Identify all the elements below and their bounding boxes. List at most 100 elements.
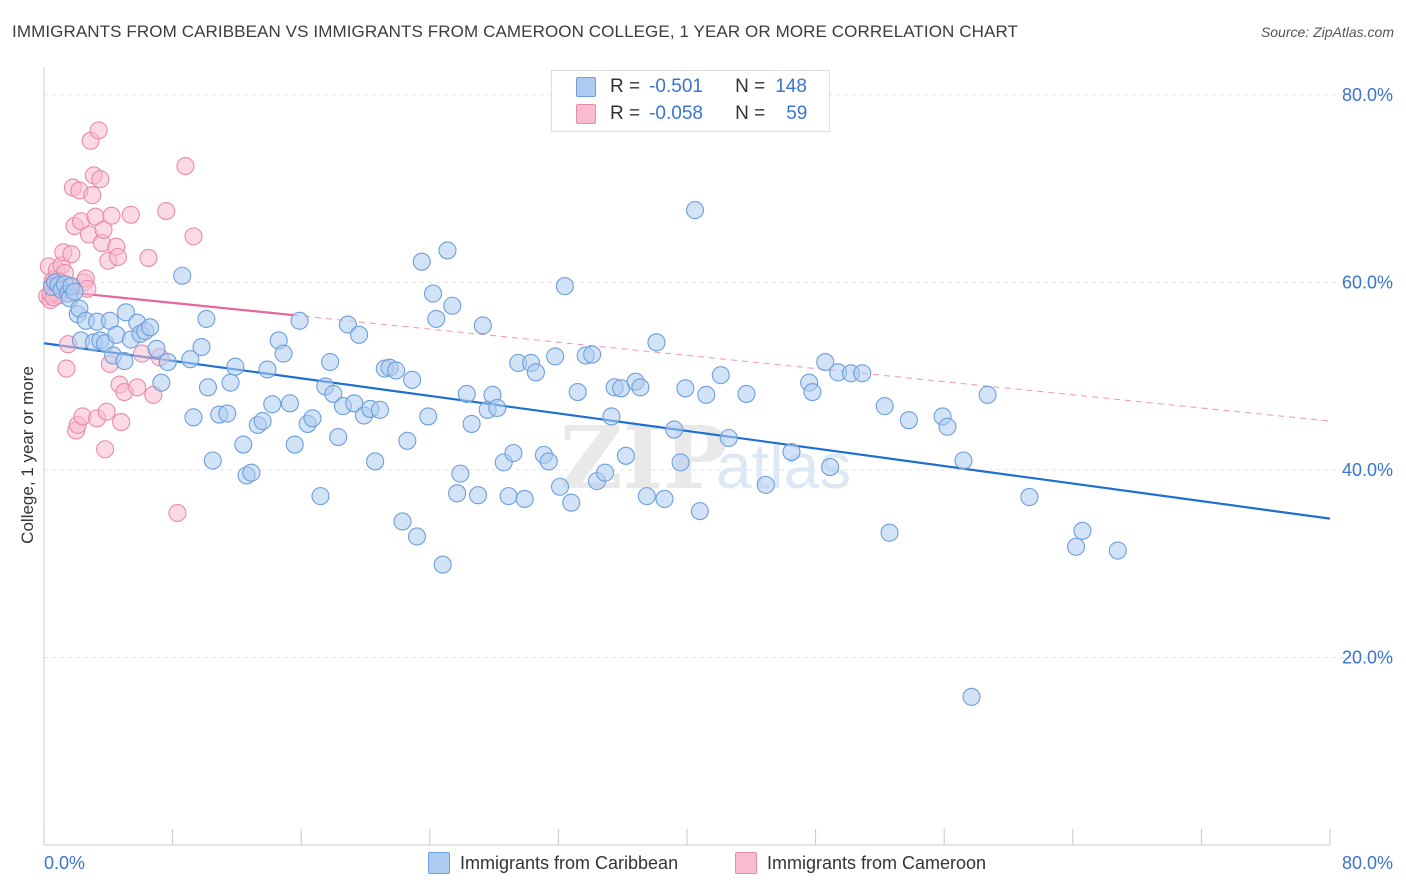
caribbean-point <box>141 318 160 337</box>
caribbean-point <box>697 385 716 404</box>
caribbean-point <box>756 475 775 494</box>
caribbean-point <box>568 382 587 402</box>
caribbean-point <box>203 451 222 470</box>
caribbean-point <box>954 451 973 470</box>
cameroon-legend-label: Immigrants from Cameroon <box>767 852 987 873</box>
cameroon-point <box>62 245 81 264</box>
caribbean-point <box>880 523 899 542</box>
cameroon-point <box>176 156 195 176</box>
legend-item-caribbean[interactable]: Immigrants from Caribbean <box>428 852 678 874</box>
caribbean-point <box>115 352 134 371</box>
r-label: R = <box>610 76 641 97</box>
caribbean-point <box>253 412 272 431</box>
cameroon-point <box>108 247 127 267</box>
cameroon-trend-extension <box>293 314 1331 422</box>
caribbean-point <box>398 431 417 450</box>
cameroon-point <box>157 201 176 221</box>
caribbean-point <box>234 435 253 454</box>
r-value-cameroon: -0.058 <box>649 103 703 124</box>
caribbean-point <box>595 463 615 482</box>
caribbean-point <box>366 452 385 471</box>
caribbean-point <box>350 325 369 344</box>
caribbean-point <box>184 408 203 427</box>
caribbean-point <box>147 339 166 358</box>
correlation-legend: R = -0.501 N = 148 R = -0.058 N = 59 <box>551 70 830 132</box>
caribbean-point <box>345 394 364 413</box>
cameroon-points <box>38 121 203 523</box>
cameroon-point <box>57 359 76 378</box>
x-tick-label-max: 80.0% <box>1342 853 1393 873</box>
y-tick-label: 20.0% <box>1342 647 1393 667</box>
caribbean-point <box>457 384 476 403</box>
caribbean-point <box>1020 488 1039 507</box>
caribbean-point <box>403 370 422 389</box>
caribbean-point <box>274 344 293 363</box>
cameroon-point <box>96 440 115 459</box>
caribbean-points <box>42 201 1127 706</box>
caribbean-point <box>690 502 709 521</box>
caribbean-point <box>602 407 621 426</box>
cameroon-point <box>94 220 113 239</box>
caribbean-point <box>158 352 177 372</box>
y-axis-label: College, 1 year or more <box>18 366 37 544</box>
caribbean-point <box>546 347 565 366</box>
caribbean-point <box>329 428 348 447</box>
caribbean-legend-swatch <box>428 852 450 874</box>
caribbean-point <box>562 493 581 512</box>
caribbean-point <box>412 252 431 271</box>
cameroon-legend-swatch <box>735 852 757 874</box>
r-value-caribbean: -0.501 <box>649 76 703 97</box>
caribbean-point <box>462 414 481 433</box>
caribbean-point <box>433 555 452 574</box>
caribbean-point <box>816 352 835 372</box>
caribbean-point <box>473 316 492 335</box>
caribbean-point <box>875 397 894 416</box>
caribbean-point <box>423 284 443 303</box>
series-legend: Immigrants from Caribbean Immigrants fro… <box>0 852 1406 878</box>
caribbean-point <box>303 409 322 428</box>
caribbean-point <box>637 487 656 506</box>
legend-row-cameroon: R = -0.058 N = 59 <box>576 102 807 126</box>
caribbean-point <box>263 395 282 414</box>
caribbean-point <box>583 345 602 364</box>
cameroon-point <box>83 186 102 205</box>
cameroon-point <box>139 248 158 267</box>
caribbean-point <box>393 512 412 531</box>
tick-labels: 20.0% 40.0% 60.0% 80.0% 0.0% 80.0% <box>44 85 1393 873</box>
caribbean-point <box>655 489 674 509</box>
caribbean-point <box>1073 521 1092 540</box>
caribbean-point <box>676 379 695 398</box>
caribbean-point <box>386 361 406 380</box>
caribbean-point <box>280 394 299 413</box>
caribbean-point <box>499 487 518 506</box>
caribbean-swatch <box>576 77 596 97</box>
n-value-caribbean: 148 <box>775 76 807 97</box>
caribbean-point <box>218 404 237 423</box>
caribbean-point <box>468 486 488 505</box>
caribbean-point <box>978 385 997 404</box>
caribbean-point <box>515 489 534 509</box>
caribbean-point <box>226 357 245 376</box>
caribbean-point <box>665 420 684 439</box>
r-label: R = <box>610 103 641 124</box>
caribbean-point <box>290 311 309 330</box>
legend-item-cameroon[interactable]: Immigrants from Cameroon <box>735 852 986 874</box>
caribbean-point <box>1066 537 1086 556</box>
caribbean-point <box>526 363 545 382</box>
caribbean-point <box>65 282 84 301</box>
caribbean-point <box>1108 541 1127 560</box>
cameroon-point <box>121 205 140 224</box>
caribbean-point <box>962 687 981 706</box>
caribbean-point <box>539 452 558 471</box>
cameroon-point <box>168 503 187 523</box>
caribbean-point <box>419 407 438 426</box>
caribbean-point <box>181 350 200 369</box>
source-attribution: Source: ZipAtlas.com <box>1260 24 1394 40</box>
n-value-cameroon: 59 <box>786 103 808 124</box>
caribbean-point <box>285 435 304 454</box>
y-tick-label: 40.0% <box>1342 460 1393 480</box>
caribbean-legend-label: Immigrants from Caribbean <box>460 852 679 873</box>
caribbean-point <box>192 337 211 357</box>
